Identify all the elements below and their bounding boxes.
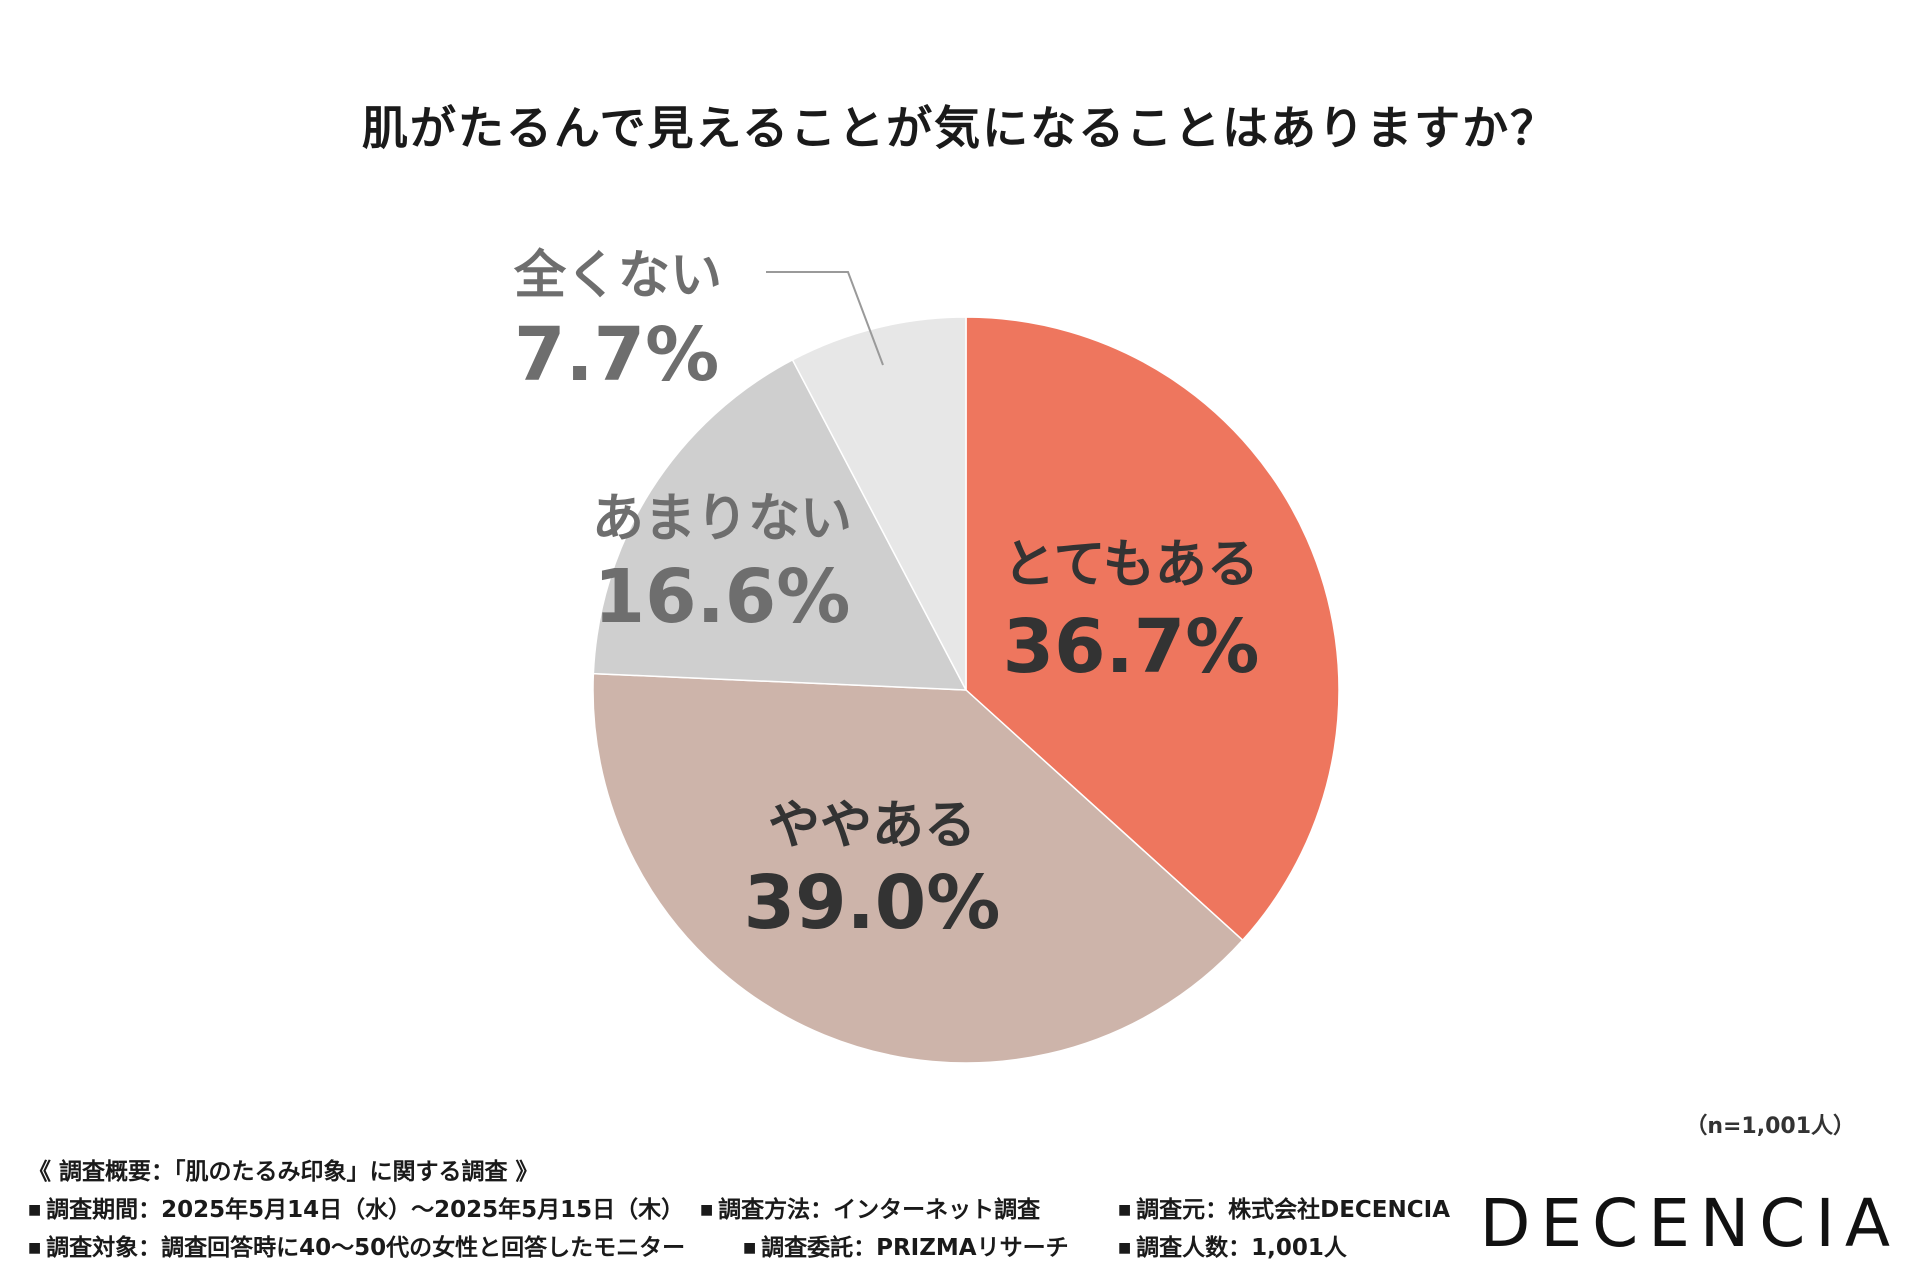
survey-summary-title: 《 調査概要：「肌のたるみ印象」に関する調査 》 [28, 1159, 539, 1185]
leader-line-mattaku-nai [766, 271, 884, 366]
slice-totemo-aru [965, 316, 1340, 942]
survey-period: 調査期間：2025年5月14日（水）～2025年5月15日（木） [28, 1190, 684, 1224]
sample-size-label: （n=1,001人） [1685, 1114, 1855, 1139]
slice-totemo-aru-label: とてもある [1003, 535, 1259, 595]
slice-amari-nai [592, 358, 968, 691]
slice-mattaku-nai-value: 7.7% [514, 312, 719, 398]
slice-mattaku-nai-label: 全くない [513, 246, 722, 306]
slice-totemo-aru-value: 36.7% [1003, 604, 1260, 690]
survey-source: 調査元：株式会社DECENCIA [1118, 1190, 1450, 1224]
brand-logo: DECENCIA [1479, 1185, 1900, 1262]
slice-yaya-aru-value: 39.0% [744, 860, 1001, 946]
slice-mattaku-nai [791, 316, 967, 691]
survey-method: 調査方法：インターネット調査 [700, 1190, 1040, 1224]
survey-commission: 調査委託：PRIZMAリサーチ [743, 1228, 1069, 1262]
slice-amari-nai-label: あまりない [592, 489, 852, 549]
slice-amari-nai-value: 16.6% [594, 554, 851, 640]
chart-title: 肌がたるんで見えることが気になることはありますか？ [361, 101, 1559, 155]
survey-count: 調査人数：1,001人 [1118, 1228, 1347, 1262]
survey-target: 調査対象：調査回答時に40～50代の女性と回答したモニター [28, 1228, 685, 1262]
slice-yaya-aru [592, 672, 1244, 1064]
slice-yaya-aru-label: ややある [768, 796, 976, 856]
